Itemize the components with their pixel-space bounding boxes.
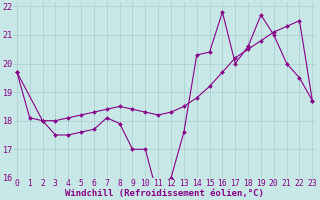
X-axis label: Windchill (Refroidissement éolien,°C): Windchill (Refroidissement éolien,°C) xyxy=(65,189,264,198)
